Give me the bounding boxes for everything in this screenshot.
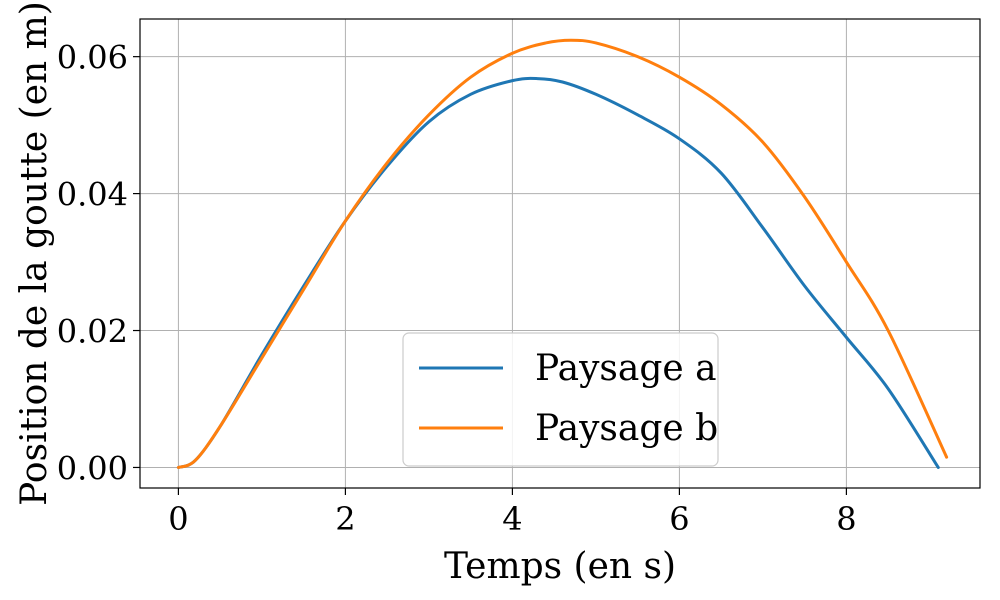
legend-box [402, 332, 719, 467]
axis-ticks: 0 2 4 6 8 0.00 0.02 0.04 0.06 [57, 39, 857, 538]
series-line-paysage-b [176, 38, 949, 469]
x-tick-label: 2 [335, 500, 355, 538]
x-tick-label: 0 [168, 500, 188, 538]
x-tick-label: 6 [669, 500, 689, 538]
series-line-paysage-a [176, 76, 940, 469]
y-tick-label: 0.06 [57, 39, 128, 77]
y-tick-label: 0.02 [57, 313, 128, 351]
y-tick-label: 0.00 [57, 449, 128, 487]
legend: Paysage a Paysage b [402, 332, 719, 467]
legend-label: Paysage a [535, 348, 717, 389]
x-tick-label: 4 [502, 500, 522, 538]
plot-frame [139, 18, 981, 489]
x-axis-label: Temps (en s) [444, 546, 676, 587]
y-tick-label: 0.04 [57, 176, 128, 214]
legend-label: Paysage b [535, 408, 718, 449]
x-tick-label: 8 [836, 500, 856, 538]
series-lines [176, 38, 949, 469]
y-axis-label: Position de la goutte (en m) [14, 1, 55, 506]
